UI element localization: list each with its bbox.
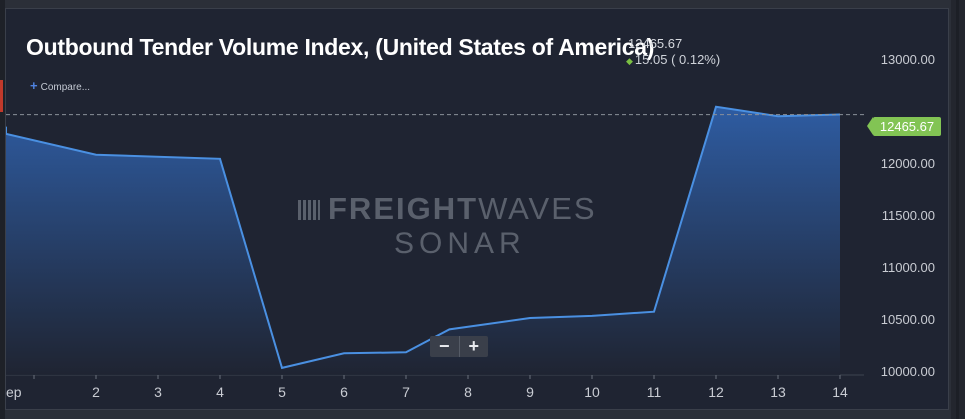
y-tick-label: 10000.00 <box>881 364 935 379</box>
x-tick-label: 13 <box>770 384 786 400</box>
y-tick-label: 13000.00 <box>881 52 935 67</box>
logo-bars-icon <box>298 200 320 220</box>
zoom-controls: − + <box>430 336 488 357</box>
x-tick-label: ep <box>6 384 22 400</box>
x-tick-label: 10 <box>584 384 600 400</box>
change-readout: ◆ 15.05 ( 0.12%) <box>626 52 720 67</box>
left-accent-tab <box>0 80 3 112</box>
last-price-tag: 12465.67 <box>867 117 941 136</box>
y-tick-label: 12000.00 <box>881 156 935 171</box>
x-tick-label: 14 <box>832 384 848 400</box>
plus-icon: + <box>30 78 38 93</box>
x-tick-label: 5 <box>278 384 286 400</box>
y-tick-label: 11500.00 <box>882 208 935 223</box>
last-value: 12465.67 <box>628 36 683 51</box>
watermark-sonar: SONAR <box>394 227 526 260</box>
compare-button[interactable]: + Compare... <box>30 78 90 93</box>
watermark-freight: FREIGHT <box>328 191 479 226</box>
x-tick-label: 6 <box>340 384 348 400</box>
zoom-in-button[interactable]: + <box>468 336 479 356</box>
zoom-out-button[interactable]: − <box>438 336 450 356</box>
compare-label: Compare... <box>40 82 91 93</box>
change-text: 15.05 ( 0.12%) <box>634 52 721 67</box>
x-tick-label: 4 <box>216 384 224 400</box>
y-tick-label: 11000.00 <box>882 260 935 275</box>
left-edge <box>0 0 5 419</box>
series-line <box>6 105 841 370</box>
x-tick-label: 12 <box>708 384 724 400</box>
x-tick-label: 8 <box>464 384 472 400</box>
series-area <box>6 106 840 376</box>
chart-plot[interactable]: 10000.00 10500.00 11000.00 11500.00 12000.00… <box>6 9 949 410</box>
chart-panel: 10000.00 10500.00 11000.00 11500.00 12000.00… <box>5 8 949 410</box>
x-tick-label: 2 <box>92 384 100 400</box>
zoom-separator <box>458 336 460 357</box>
chart-title: Outbound Tender Volume Index, (United St… <box>26 34 655 60</box>
y-tick-label: 10500.00 <box>881 312 935 327</box>
scrollbar-thumb[interactable] <box>956 0 959 419</box>
x-tick-label: 7 <box>402 384 410 400</box>
up-arrow-icon: ◆ <box>626 56 633 66</box>
watermark-waves: WAVES <box>478 191 597 226</box>
watermark-logo: FREIGHTWAVES <box>298 191 597 227</box>
x-tick-label: 3 <box>154 384 162 400</box>
x-tick-label: 11 <box>647 384 662 400</box>
x-tick-label: 9 <box>526 384 534 400</box>
